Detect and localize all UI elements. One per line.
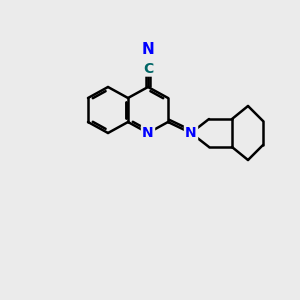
Text: N: N xyxy=(185,126,197,140)
Text: N: N xyxy=(142,126,154,140)
Text: N: N xyxy=(142,41,154,56)
Text: C: C xyxy=(143,62,153,76)
